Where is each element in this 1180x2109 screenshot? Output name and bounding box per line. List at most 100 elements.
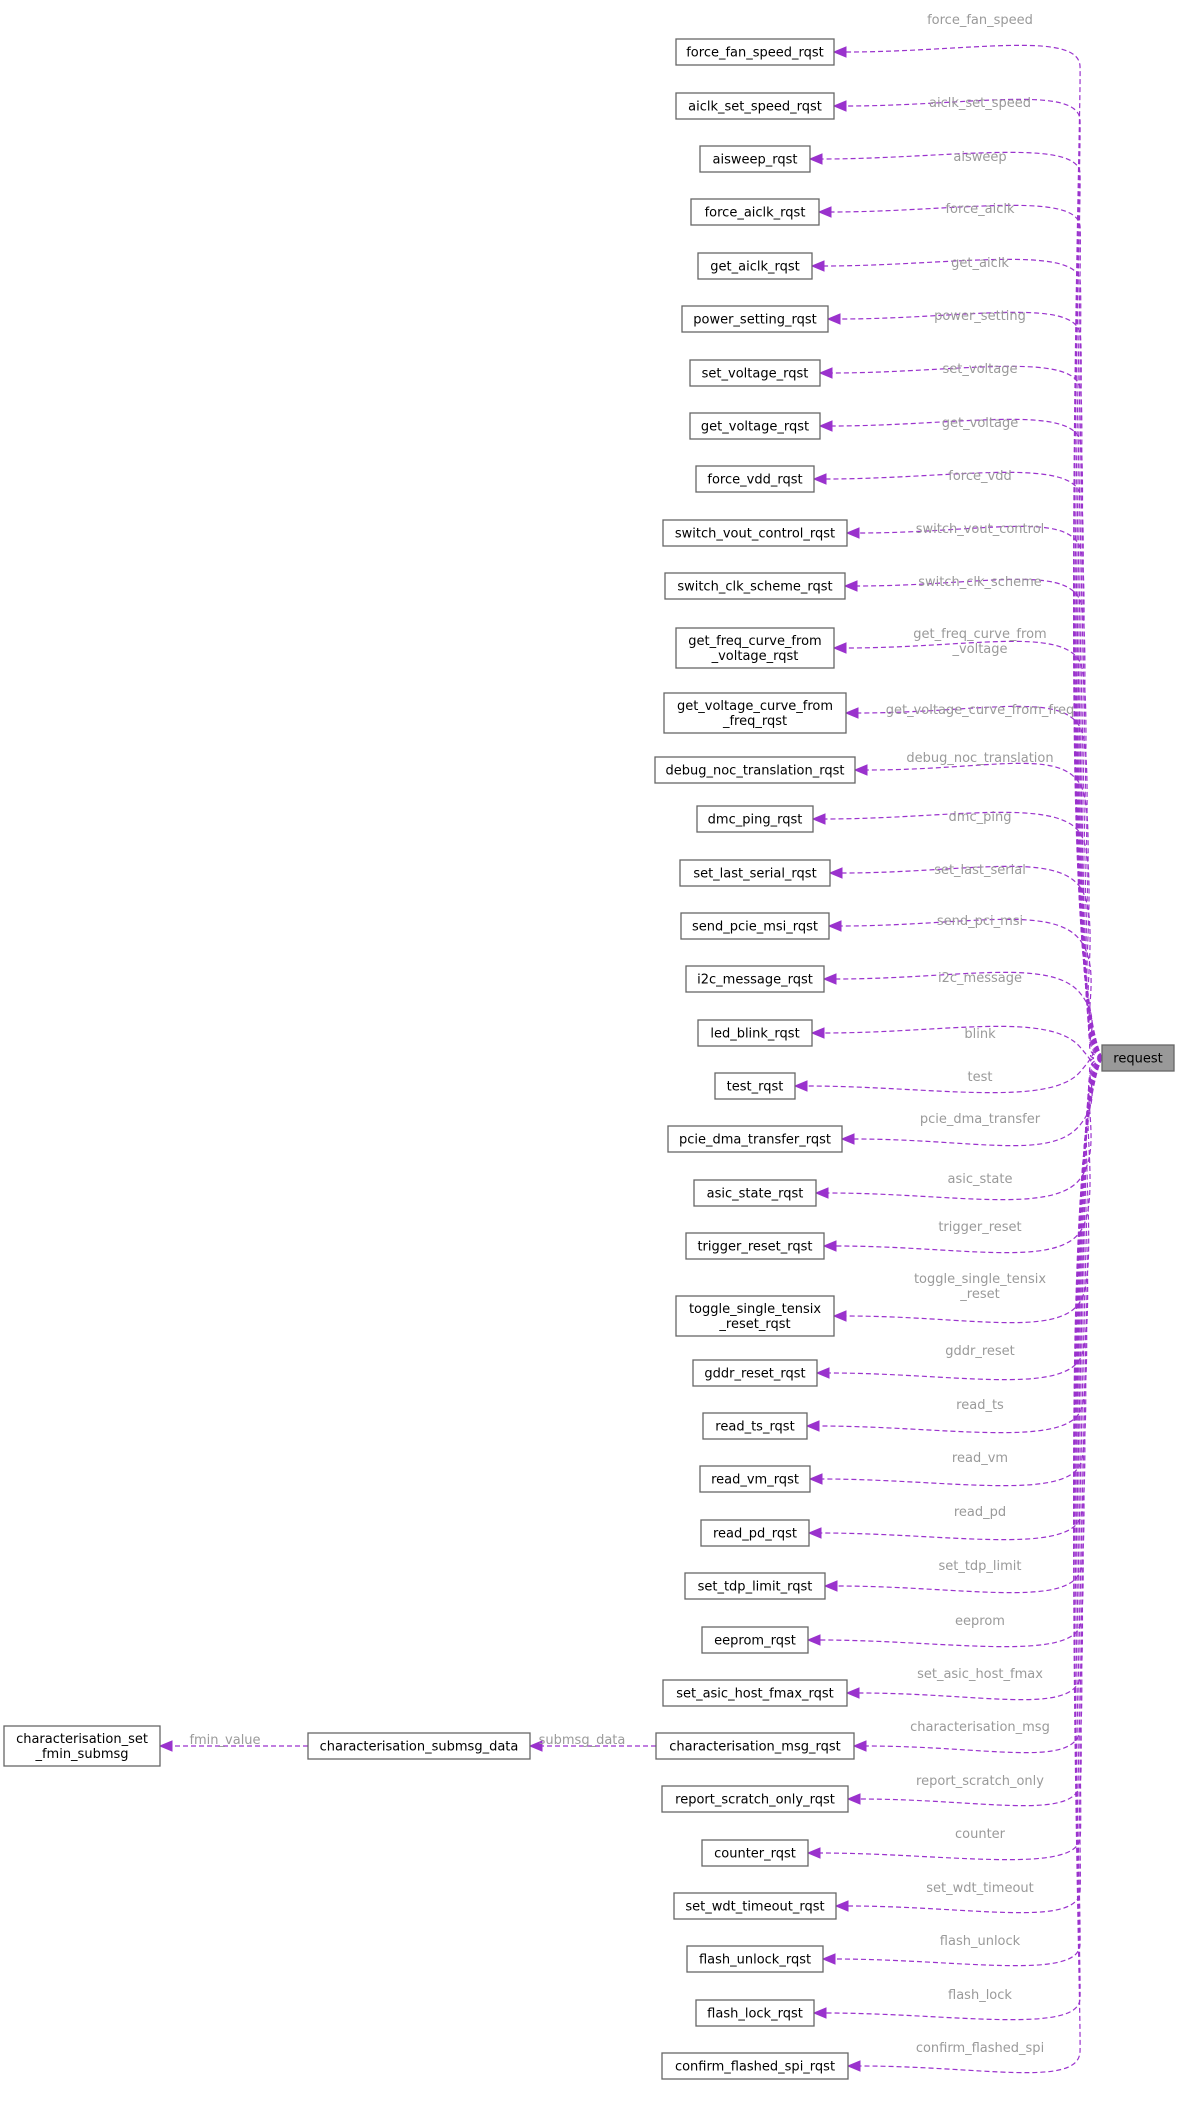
node-pcie-dma-transfer-rqst[interactable]: pcie_dma_transfer_rqst [667, 1125, 843, 1153]
node-force-vdd-rqst[interactable]: force_vdd_rqst [695, 465, 815, 493]
node-label: confirm_flashed_spi_rqst [675, 2060, 835, 2075]
edge-dmc-ping-rqst: dmc_ping [811, 810, 1103, 1059]
node-label: power_setting_rqst [693, 313, 817, 328]
edge-label: confirm_flashed_spi [916, 2041, 1044, 2056]
node-request[interactable]: request [1101, 1044, 1175, 1072]
node-power-setting-rqst[interactable]: power_setting_rqst [681, 305, 829, 333]
node-box [679, 859, 831, 887]
edge-arrowhead [810, 260, 825, 272]
node-aisweep-rqst[interactable]: aisweep_rqst [699, 145, 811, 173]
node-debug-noc-translation-rqst[interactable]: debug_noc_translation_rqst [654, 756, 856, 784]
node-counter-rqst[interactable]: counter_rqst [701, 1839, 809, 1867]
edge-confirm-flashed-spi-rqst: confirm_flashed_spi [846, 1057, 1103, 2074]
edge-label: get_freq_curve_from [913, 627, 1046, 642]
node-get-voltage-curve-from-freq-rqst[interactable]: get_voltage_curve_from_freq_rqst [663, 692, 847, 734]
edge-line [865, 1057, 1103, 1754]
edge-arrowhead [821, 1953, 836, 1965]
node-eeprom-rqst[interactable]: eeprom_rqst [701, 1626, 809, 1654]
node-set-asic-host-fmax-rqst[interactable]: set_asic_host_fmax_rqst [662, 1679, 848, 1707]
node-box [675, 627, 835, 669]
node-label: _freq_rqst [722, 714, 787, 729]
edge-arrowhead [832, 1310, 847, 1322]
node-label: set_asic_host_fmax_rqst [676, 1687, 834, 1702]
node-label: _fmin_submsg [34, 1747, 128, 1762]
node-box [696, 805, 814, 833]
node-led-blink-rqst[interactable]: led_blink_rqst [697, 1019, 813, 1047]
node-label: read_vm_rqst [711, 1473, 799, 1488]
node-box [685, 1232, 825, 1260]
edge-i2c-message-rqst: i2c_message [822, 971, 1103, 1059]
node-characterisation-msg-rqst[interactable]: characterisation_msg_rqst [655, 1732, 855, 1760]
node-trigger-reset-rqst[interactable]: trigger_reset_rqst [685, 1232, 825, 1260]
node-read-pd-rqst[interactable]: read_pd_rqst [700, 1519, 810, 1547]
node-characterisation-submsg-data[interactable]: characterisation_submsg_data [307, 1732, 531, 1760]
edge-label: debug_noc_translation [906, 751, 1053, 766]
edge-arrowhead [828, 867, 843, 879]
node-label: characterisation_msg_rqst [669, 1740, 840, 1755]
node-force-fan-speed-rqst[interactable]: force_fan_speed_rqst [675, 38, 835, 66]
edge-test-rqst: test [793, 1051, 1103, 1094]
node-read-ts-rqst[interactable]: read_ts_rqst [702, 1412, 808, 1440]
edge-arrowhead [832, 642, 847, 654]
node-dmc-ping-rqst[interactable]: dmc_ping_rqst [696, 805, 814, 833]
node-i2c-message-rqst[interactable]: i2c_message_rqst [685, 965, 825, 993]
edge-asic-state-rqst: asic_state [814, 1057, 1103, 1201]
edge-label: get_voltage [942, 416, 1018, 431]
node-box [661, 1785, 849, 1813]
edge-label: set_asic_host_fmax [917, 1667, 1043, 1682]
node-test-rqst[interactable]: test_rqst [714, 1072, 796, 1100]
node-box [1101, 1044, 1175, 1072]
node-get-voltage-rqst[interactable]: get_voltage_rqst [689, 412, 821, 440]
edge-line [866, 762, 1103, 1059]
edge-arrowhead [818, 367, 833, 379]
node-box [699, 1465, 811, 1493]
node-label: get_voltage_curve_from [677, 699, 833, 714]
node-box [689, 359, 821, 387]
node-gddr-reset-rqst[interactable]: gddr_reset_rqst [692, 1359, 818, 1387]
node-label: read_pd_rqst [713, 1527, 797, 1542]
node-label: send_pcie_msi_rqst [692, 920, 818, 935]
node-set-wdt-timeout-rqst[interactable]: set_wdt_timeout_rqst [673, 1892, 837, 1920]
node-flash-unlock-rqst[interactable]: flash_unlock_rqst [686, 1945, 824, 1973]
node-label: set_last_serial_rqst [693, 867, 816, 882]
edge-label: characterisation_msg [910, 1720, 1050, 1735]
node-label: get_aiclk_rqst [710, 260, 799, 275]
edge-switch-vout-control-rqst: switch_vout_control [845, 522, 1103, 1059]
node-label: led_blink_rqst [710, 1027, 799, 1042]
edge-line [840, 918, 1103, 1059]
node-confirm-flashed-spi-rqst[interactable]: confirm_flashed_spi_rqst [661, 2052, 849, 2080]
edge-line [827, 1057, 1103, 1201]
edge-label: force_fan_speed [927, 13, 1033, 28]
node-characterisation-set-fmin-submsg[interactable]: characterisation_set_fmin_submsg [3, 1725, 161, 1767]
node-set-last-serial-rqst[interactable]: set_last_serial_rqst [679, 859, 831, 887]
node-box [699, 145, 811, 173]
node-label: debug_noc_translation_rqst [666, 764, 845, 779]
node-get-freq-curve-from-voltage-rqst[interactable]: get_freq_curve_from_voltage_rqst [675, 627, 835, 669]
node-set-voltage-rqst[interactable]: set_voltage_rqst [689, 359, 821, 387]
node-label: force_vdd_rqst [707, 473, 802, 488]
edge-arrowhead [852, 1740, 867, 1752]
edge-arrowhead [832, 46, 847, 58]
edge-line [859, 1057, 1103, 2074]
edge-arrowhead [844, 707, 859, 719]
edge-arrowhead [817, 206, 832, 218]
node-label: dmc_ping_rqst [708, 813, 803, 828]
node-force-aiclk-rqst[interactable]: force_aiclk_rqst [690, 198, 820, 226]
node-send-pcie-msi-rqst[interactable]: send_pcie_msi_rqst [680, 912, 830, 940]
node-read-vm-rqst[interactable]: read_vm_rqst [699, 1465, 811, 1493]
node-label: set_voltage_rqst [702, 367, 809, 382]
node-get-aiclk-rqst[interactable]: get_aiclk_rqst [697, 252, 813, 280]
node-label: trigger_reset_rqst [697, 1240, 812, 1255]
node-toggle-single-tensix-reset-rqst[interactable]: toggle_single_tensix_reset_rqst [675, 1295, 835, 1337]
node-set-tdp-limit-rqst[interactable]: set_tdp_limit_rqst [684, 1572, 826, 1600]
edge-arrowhead [822, 973, 837, 985]
node-report-scratch-only-rqst[interactable]: report_scratch_only_rqst [661, 1785, 849, 1813]
node-flash-lock-rqst[interactable]: flash_lock_rqst [695, 1999, 815, 2027]
edge-label: switch_vout_control [916, 522, 1045, 537]
node-switch-clk-scheme-rqst[interactable]: switch_clk_scheme_rqst [664, 572, 846, 600]
node-aiclk-set-speed-rqst[interactable]: aiclk_set_speed_rqst [675, 92, 835, 120]
node-asic-state-rqst[interactable]: asic_state_rqst [693, 1179, 817, 1207]
node-box [697, 1019, 813, 1047]
node-switch-vout-control-rqst[interactable]: switch_vout_control_rqst [662, 519, 848, 547]
